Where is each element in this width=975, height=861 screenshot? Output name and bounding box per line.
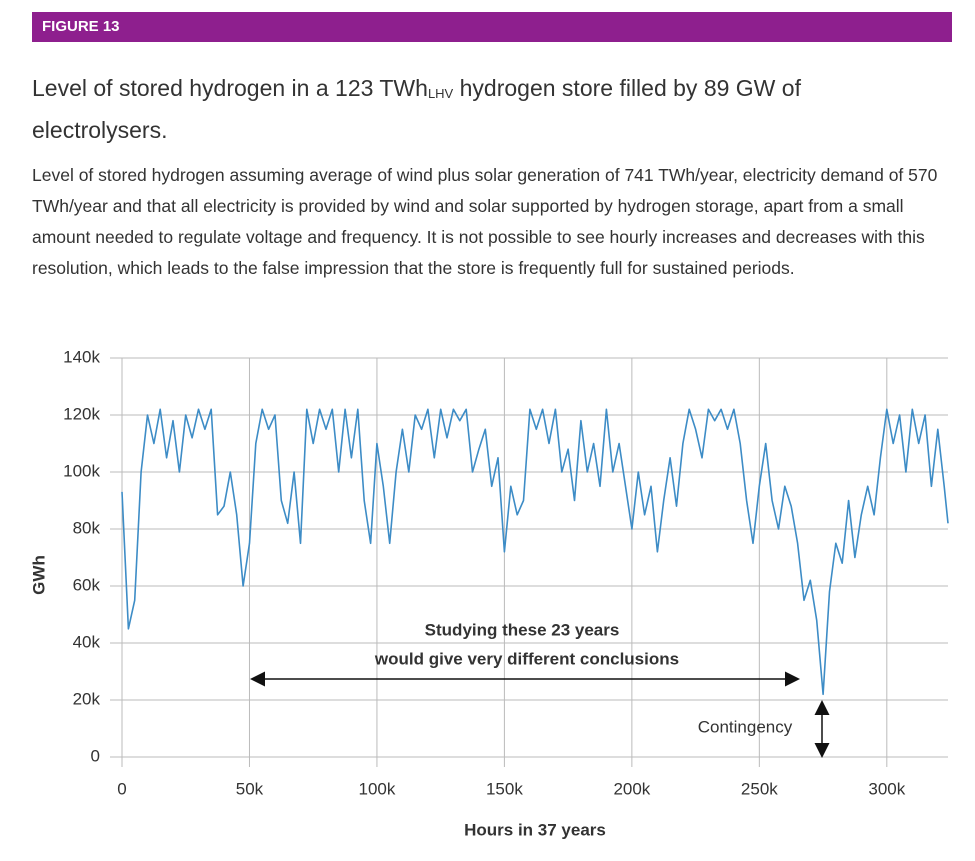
x-tick-label: 150k <box>486 779 523 798</box>
x-tick-label: 0 <box>117 779 126 798</box>
y-tick-label: 140k <box>63 347 100 366</box>
y-axis-label: GWh <box>29 555 48 595</box>
x-tick-label: 50k <box>236 779 264 798</box>
y-tick-label: 0 <box>91 746 100 765</box>
x-tick-label: 200k <box>613 779 650 798</box>
x-tick-label: 250k <box>741 779 778 798</box>
x-tick-label: 300k <box>868 779 905 798</box>
x-axis-label: Hours in 37 years <box>464 820 606 839</box>
annotation: Studying these 23 years <box>425 620 620 639</box>
y-tick-label: 100k <box>63 461 100 480</box>
title-subscript: LHV <box>427 86 454 101</box>
y-tick-label: 40k <box>73 632 101 651</box>
y-tick-label: 20k <box>73 689 101 708</box>
annotation: Contingency <box>698 717 793 736</box>
data-line <box>121 408 949 696</box>
description: Level of stored hydrogen assuming averag… <box>32 165 938 278</box>
y-tick-label: 60k <box>73 575 101 594</box>
y-tick-label: 120k <box>63 404 100 423</box>
annotation: would give very different conclusions <box>374 649 679 668</box>
title: Level of stored hydrogen in a 123 TWhLHV… <box>32 70 922 149</box>
y-tick-label: 80k <box>73 518 101 537</box>
title-text: hydrogen store filled by 89 GW of electr… <box>32 75 801 143</box>
figure-label: FIGURE 13 <box>32 12 952 42</box>
title-text: Level of stored hydrogen in a 123 TWh <box>32 75 428 101</box>
x-tick-label: 100k <box>359 779 396 798</box>
